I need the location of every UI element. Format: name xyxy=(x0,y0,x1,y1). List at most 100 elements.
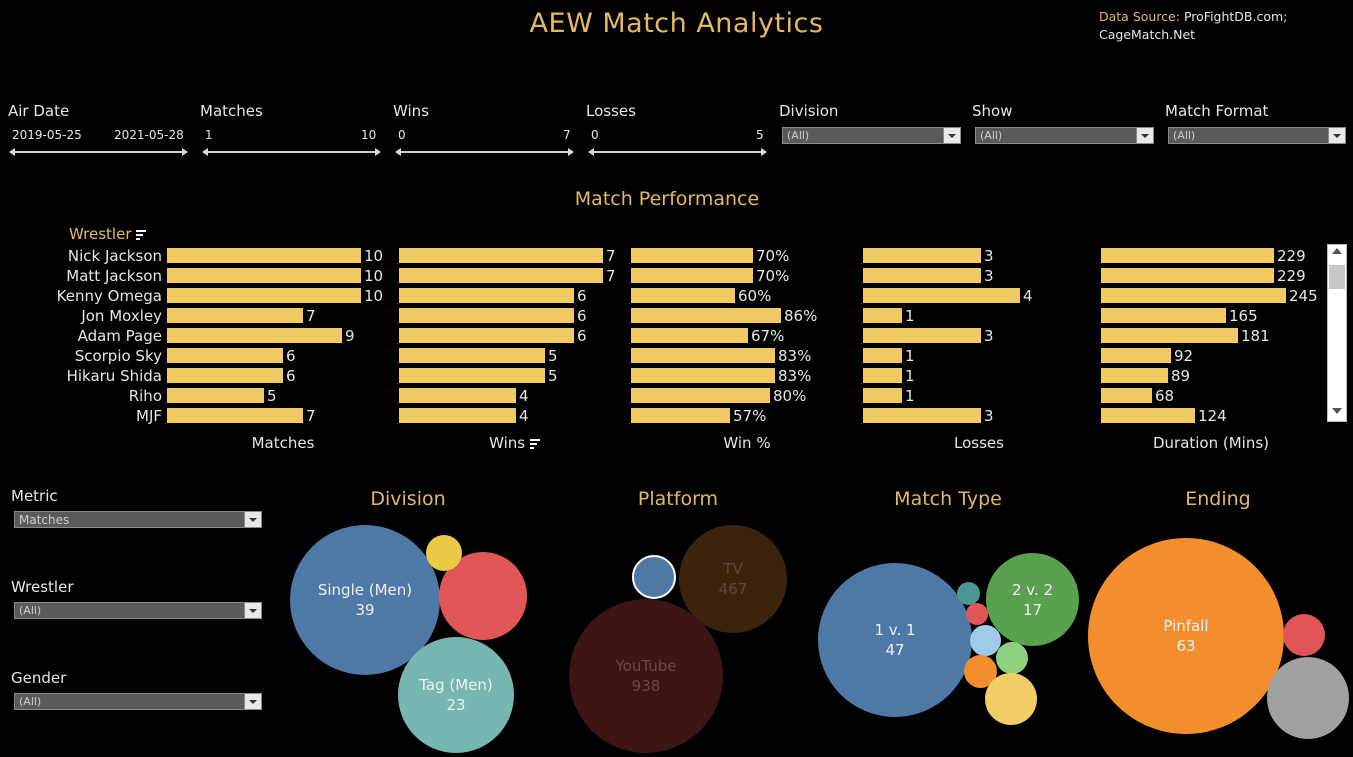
bubble-tv[interactable]: TV 467 xyxy=(679,525,787,633)
chevron-down-icon[interactable] xyxy=(244,603,261,618)
duration-bar[interactable] xyxy=(1101,368,1168,383)
matches-bar[interactable] xyxy=(167,288,361,303)
matches-bar[interactable] xyxy=(167,328,342,343)
wrestler-name[interactable]: Nick Jackson xyxy=(67,247,162,265)
losses-bar[interactable] xyxy=(863,408,981,423)
bubble-match-type-red[interactable] xyxy=(966,603,988,625)
bubble-ending-gray[interactable] xyxy=(1267,657,1349,739)
losses-bar[interactable] xyxy=(863,328,981,343)
losses-bar[interactable] xyxy=(863,268,981,283)
wins-bar[interactable] xyxy=(399,308,574,323)
wins-bar[interactable] xyxy=(399,288,574,303)
bubble-match-type-lightgreen[interactable] xyxy=(996,642,1028,674)
bubble-platform-selected[interactable] xyxy=(632,555,676,599)
matches-bar[interactable] xyxy=(167,268,361,283)
matches-bar[interactable] xyxy=(167,348,283,363)
win-pct-bar[interactable] xyxy=(631,388,770,403)
bubble-match-type-teal[interactable] xyxy=(957,582,980,605)
wrestler-name[interactable]: Adam Page xyxy=(77,327,162,345)
win-pct-bar[interactable] xyxy=(631,308,781,323)
metric-dropdown[interactable]: Matches xyxy=(14,511,262,528)
bubble-2v2[interactable]: 2 v. 2 17 xyxy=(986,553,1079,646)
wrestler-name[interactable]: Riho xyxy=(128,387,162,405)
scroll-down-icon[interactable] xyxy=(1332,408,1342,414)
duration-bar[interactable] xyxy=(1101,288,1286,303)
losses-slider-min-handle[interactable] xyxy=(588,148,594,156)
duration-bar[interactable] xyxy=(1101,348,1171,363)
wrestler-name[interactable]: Hikaru Shida xyxy=(66,367,162,385)
wins-bar[interactable] xyxy=(399,348,545,363)
match-format-dropdown[interactable]: (All) xyxy=(1168,127,1346,144)
bubble-single-men[interactable]: Single (Men) 39 xyxy=(290,525,440,675)
duration-bar[interactable] xyxy=(1101,308,1226,323)
wrestler-name[interactable]: Scorpio Sky xyxy=(74,347,162,365)
wrestler-name[interactable]: Matt Jackson xyxy=(66,267,162,285)
chevron-down-icon[interactable] xyxy=(943,128,960,143)
win-pct-bar[interactable] xyxy=(631,408,730,423)
bubble-ending-red[interactable] xyxy=(1283,614,1325,656)
win-pct-bar[interactable] xyxy=(631,348,775,363)
wins-bar[interactable] xyxy=(399,248,603,263)
losses-slider[interactable] xyxy=(593,151,763,153)
win-pct-bar[interactable] xyxy=(631,248,753,263)
losses-bar[interactable] xyxy=(863,368,902,383)
win-pct-bar[interactable] xyxy=(631,328,748,343)
bubble-division-yellow[interactable] xyxy=(426,535,462,571)
matches-bar[interactable] xyxy=(167,408,303,423)
wins-slider-max-handle[interactable] xyxy=(568,148,574,156)
wrestler-name[interactable]: MJF xyxy=(136,407,162,425)
air-date-slider[interactable] xyxy=(14,151,184,153)
wrestler-dropdown[interactable]: (All) xyxy=(14,602,262,619)
losses-bar[interactable] xyxy=(863,388,902,403)
losses-bar[interactable] xyxy=(863,348,902,363)
chevron-down-icon[interactable] xyxy=(1136,128,1153,143)
chevron-down-icon[interactable] xyxy=(1328,128,1345,143)
win-pct-bar[interactable] xyxy=(631,268,753,283)
air-date-slider-min-handle[interactable] xyxy=(9,148,15,156)
chevron-down-icon[interactable] xyxy=(244,694,261,709)
scroll-up-icon[interactable] xyxy=(1332,248,1342,254)
wins-bar[interactable] xyxy=(399,368,545,383)
bubble-1v1[interactable]: 1 v. 1 47 xyxy=(818,563,972,717)
wins-slider[interactable] xyxy=(400,151,570,153)
losses-bar[interactable] xyxy=(863,308,902,323)
matches-slider[interactable] xyxy=(207,151,377,153)
win-pct-bar[interactable] xyxy=(631,288,735,303)
matches-bar[interactable] xyxy=(167,368,283,383)
wrestler-name[interactable]: Kenny Omega xyxy=(56,287,162,305)
losses-bar[interactable] xyxy=(863,248,981,263)
losses-bar[interactable] xyxy=(863,288,1020,303)
gender-dropdown[interactable]: (All) xyxy=(14,693,262,710)
matches-bar[interactable] xyxy=(167,388,264,403)
matches-bar[interactable] xyxy=(167,308,303,323)
wins-bar[interactable] xyxy=(399,328,574,343)
duration-bar[interactable] xyxy=(1101,268,1274,283)
performance-scrollbar[interactable] xyxy=(1327,244,1347,422)
wins-slider-min-handle[interactable] xyxy=(395,148,401,156)
air-date-slider-max-handle[interactable] xyxy=(182,148,188,156)
chevron-down-icon[interactable] xyxy=(244,512,261,527)
wins-bar[interactable] xyxy=(399,408,516,423)
bubble-tag-men[interactable]: Tag (Men) 23 xyxy=(398,637,514,753)
duration-bar[interactable] xyxy=(1101,408,1195,423)
sort-icon[interactable] xyxy=(529,439,541,449)
wrestler-column-header[interactable]: Wrestler xyxy=(69,225,147,243)
bubble-youtube[interactable]: YouTube 938 xyxy=(569,599,723,753)
win-pct-bar[interactable] xyxy=(631,368,775,383)
duration-bar[interactable] xyxy=(1101,328,1238,343)
division-dropdown[interactable]: (All) xyxy=(782,127,961,144)
bubble-match-type-lightblue[interactable] xyxy=(970,625,1001,656)
duration-bar[interactable] xyxy=(1101,388,1152,403)
scrollbar-thumb[interactable] xyxy=(1329,265,1345,289)
bubble-pinfall[interactable]: Pinfall 63 xyxy=(1088,538,1284,734)
duration-bar[interactable] xyxy=(1101,248,1274,263)
matches-slider-min-handle[interactable] xyxy=(202,148,208,156)
matches-bar[interactable] xyxy=(167,248,361,263)
show-dropdown[interactable]: (All) xyxy=(975,127,1154,144)
matches-slider-max-handle[interactable] xyxy=(375,148,381,156)
wins-bar[interactable] xyxy=(399,388,516,403)
bubble-match-type-yellow[interactable] xyxy=(985,673,1037,725)
wrestler-name[interactable]: Jon Moxley xyxy=(81,307,162,325)
losses-slider-max-handle[interactable] xyxy=(761,148,767,156)
wins-bar[interactable] xyxy=(399,268,603,283)
